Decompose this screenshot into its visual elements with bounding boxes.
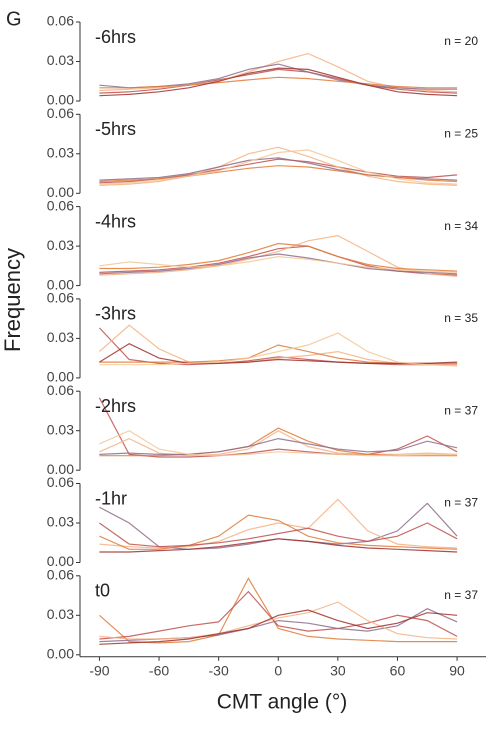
sample-size: n = 37 <box>444 403 478 417</box>
x-tick-label: 60 <box>390 663 406 679</box>
y-tick-label: 0.00 <box>47 184 74 200</box>
series-line <box>98 397 458 458</box>
series-line <box>99 522 458 548</box>
y-tick-label: 0.06 <box>47 474 74 490</box>
x-tick-label: 0 <box>274 663 282 679</box>
series-line <box>99 343 458 364</box>
series-line <box>99 609 458 645</box>
series-line <box>99 344 458 364</box>
sample-size: n = 37 <box>444 496 478 510</box>
sample-size: n = 20 <box>444 34 478 48</box>
y-tick-label: 0.00 <box>47 276 74 292</box>
series-line <box>99 234 458 277</box>
panel-title: -1hr <box>95 488 127 508</box>
y-tick-label: 0.06 <box>47 382 74 398</box>
y-tick-label: 0.00 <box>47 369 74 385</box>
panel-title: -4hrs <box>95 211 136 231</box>
series-line <box>99 255 458 273</box>
series-line <box>99 52 458 93</box>
series-line <box>99 67 458 97</box>
x-tick-label: -60 <box>149 663 169 679</box>
x-tick-label: -90 <box>89 663 109 679</box>
x-tick-label: 30 <box>330 663 346 679</box>
y-tick-label: 0.03 <box>47 606 74 622</box>
series-line <box>99 149 458 185</box>
sample-size: n = 37 <box>444 588 478 602</box>
y-tick-label: 0.06 <box>47 13 74 29</box>
y-tick-label: 0.00 <box>47 553 74 569</box>
series-line <box>99 332 458 367</box>
y-tick-label: 0.06 <box>47 105 74 121</box>
series-line <box>99 538 458 553</box>
y-tick-label: 0.06 <box>47 290 74 306</box>
panel-title: -2hrs <box>95 396 136 416</box>
series-line <box>98 327 458 366</box>
sample-size: n = 25 <box>444 126 478 140</box>
panel-title: -6hrs <box>95 27 136 47</box>
series-line <box>99 430 458 457</box>
y-tick-label: 0.03 <box>47 329 74 345</box>
sample-size: n = 34 <box>444 219 478 233</box>
series-line <box>99 245 458 276</box>
y-tick-label: 0.00 <box>47 646 74 662</box>
series-line <box>99 165 458 183</box>
series-line <box>99 242 458 272</box>
panel-title: -3hrs <box>95 304 136 324</box>
y-tick-label: 0.03 <box>47 52 74 68</box>
series-line <box>99 498 458 549</box>
panel-title: -5hrs <box>95 119 136 139</box>
y-tick-label: 0.00 <box>47 92 74 108</box>
panel-label: G <box>6 8 22 30</box>
series-line <box>99 68 458 94</box>
y-tick-label: 0.03 <box>47 237 74 253</box>
y-tick-label: 0.06 <box>47 197 74 213</box>
series-line <box>99 146 458 186</box>
series-line <box>99 76 458 89</box>
sample-size: n = 35 <box>444 311 478 325</box>
series-line <box>99 601 458 640</box>
series-line <box>99 590 458 640</box>
series-line <box>99 577 458 644</box>
y-tick-label: 0.00 <box>47 461 74 477</box>
series-line <box>99 514 458 550</box>
x-tick-label: 90 <box>449 663 465 679</box>
y-tick-label: 0.03 <box>47 145 74 161</box>
panel-title: t0 <box>95 581 110 601</box>
y-tick-label: 0.03 <box>47 421 74 437</box>
y-tick-label: 0.06 <box>47 567 74 583</box>
series-line <box>99 253 458 275</box>
x-tick-label: -30 <box>209 663 229 679</box>
y-axis-label: Frequency <box>0 248 25 352</box>
series-line <box>99 437 458 455</box>
series-line <box>99 430 458 457</box>
y-tick-label: 0.03 <box>47 514 74 530</box>
series-line <box>99 502 458 550</box>
x-axis-label: CMT angle (°) <box>217 691 348 714</box>
